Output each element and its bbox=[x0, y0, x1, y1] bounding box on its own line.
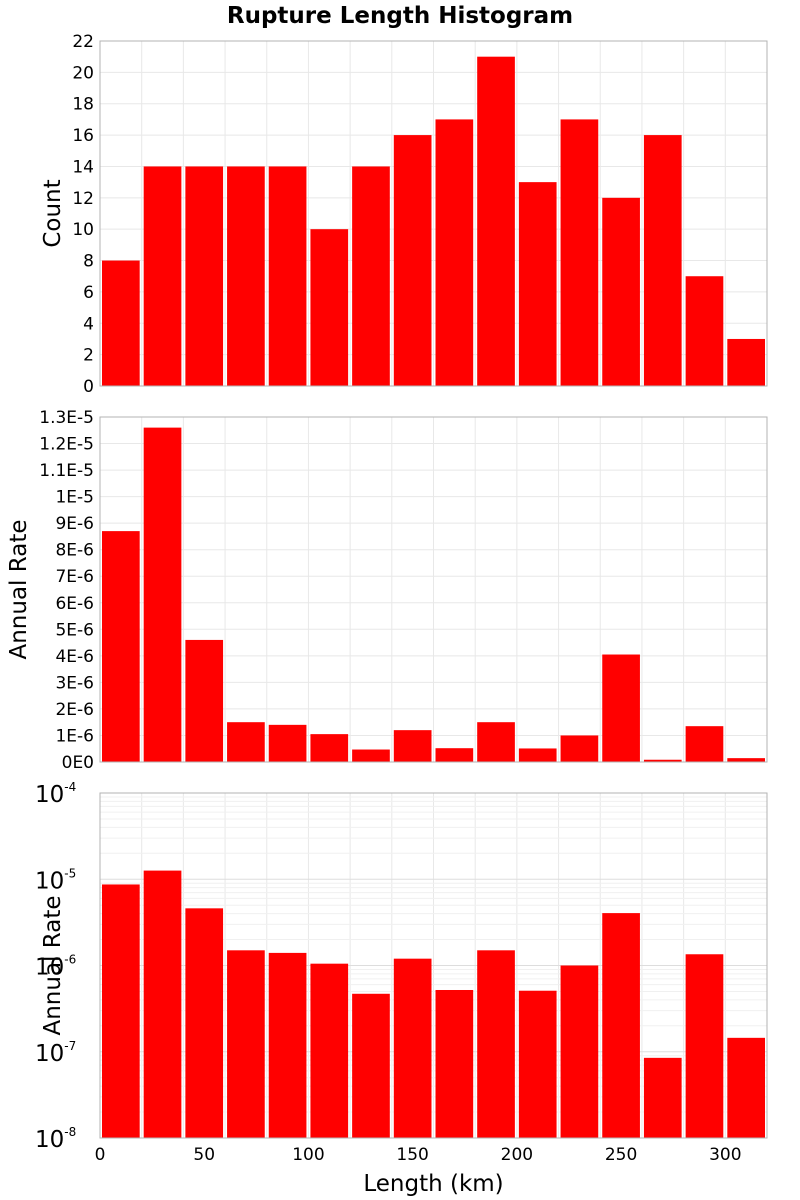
histogram-bar bbox=[685, 954, 724, 1138]
x-axis-label: Length (km) bbox=[363, 1171, 503, 1197]
histogram-bar bbox=[393, 730, 432, 762]
histogram-bar bbox=[185, 639, 224, 762]
x-tick-label: 150 bbox=[396, 1145, 428, 1165]
y-tick-label: 10-4 bbox=[35, 780, 76, 808]
x-tick-label: 0 bbox=[95, 1145, 106, 1165]
histogram-bar bbox=[352, 749, 390, 762]
y-tick-label: 1E-5 bbox=[55, 488, 94, 508]
histogram-bar bbox=[560, 119, 599, 386]
plot-frame bbox=[99, 416, 768, 763]
histogram-bar bbox=[560, 735, 599, 762]
y-tick-label: 10 bbox=[72, 220, 94, 240]
y-tick-exponent: -7 bbox=[64, 1039, 76, 1053]
histogram-bar bbox=[435, 989, 474, 1138]
histogram-bar bbox=[727, 1037, 765, 1138]
y-tick-label: 10-5 bbox=[35, 866, 76, 894]
y-tick-label: 3E-6 bbox=[55, 673, 94, 693]
histogram-bar bbox=[143, 166, 182, 386]
y-tick-label: 8 bbox=[83, 252, 94, 272]
y-tick-label: 9E-6 bbox=[55, 514, 94, 534]
histogram-bar bbox=[268, 166, 307, 386]
histogram-bar bbox=[685, 726, 724, 762]
y-tick-label: 12 bbox=[72, 189, 94, 209]
y-tick-label: 6E-6 bbox=[55, 594, 94, 614]
y-tick-label: 20 bbox=[72, 63, 94, 83]
histogram-bar bbox=[102, 260, 140, 386]
x-tick-label: 100 bbox=[292, 1145, 324, 1165]
histogram-bar bbox=[268, 952, 307, 1138]
histogram-bar bbox=[477, 950, 515, 1138]
y-tick-label: 1.2E-5 bbox=[39, 435, 94, 455]
y-tick-label: 1E-6 bbox=[55, 726, 94, 746]
histogram-bar bbox=[435, 119, 474, 386]
y-axis-label: Count bbox=[40, 179, 66, 247]
y-tick-label: 0E0 bbox=[62, 753, 94, 773]
histogram-bar bbox=[435, 748, 474, 762]
plot-frame bbox=[99, 792, 768, 1139]
y-tick-label: 1.3E-5 bbox=[39, 408, 94, 428]
histogram-bar bbox=[143, 870, 182, 1138]
y-tick-label: 7E-6 bbox=[55, 567, 94, 587]
x-tick-label: 250 bbox=[605, 1145, 637, 1165]
histogram-bar bbox=[393, 958, 432, 1138]
histogram-bar bbox=[227, 722, 265, 762]
histogram-bar bbox=[227, 950, 265, 1138]
y-tick-exponent: -5 bbox=[64, 866, 76, 880]
y-tick-label: 16 bbox=[72, 126, 94, 146]
x-tick-label: 200 bbox=[501, 1145, 533, 1165]
histogram-bar bbox=[643, 1057, 682, 1138]
y-axis-label: Annual Rate bbox=[6, 520, 32, 660]
y-tick-exponent: -6 bbox=[64, 953, 76, 967]
histogram-bar bbox=[727, 338, 765, 386]
histogram-bar bbox=[310, 734, 349, 762]
y-axis-label: Annual Rate bbox=[40, 896, 66, 1036]
histogram-bar bbox=[352, 993, 390, 1138]
y-tick-label: 22 bbox=[72, 32, 94, 52]
y-tick-label: 10-8 bbox=[35, 1125, 76, 1153]
y-tick-label: 14 bbox=[72, 157, 94, 177]
histogram-bar bbox=[102, 884, 140, 1138]
histogram-bar bbox=[643, 759, 682, 762]
histogram-bar bbox=[602, 654, 640, 762]
histogram-bar bbox=[518, 182, 557, 386]
y-tick-label: 6 bbox=[83, 283, 94, 303]
chart-title: Rupture Length Histogram bbox=[227, 3, 573, 29]
y-tick-label: 18 bbox=[72, 95, 94, 115]
histogram-bar bbox=[518, 748, 557, 762]
histogram-bar bbox=[102, 531, 140, 762]
y-tick-exponent: -8 bbox=[64, 1125, 76, 1139]
y-tick-label: 5E-6 bbox=[55, 620, 94, 640]
histogram-bar bbox=[227, 166, 265, 386]
y-tick-exponent: -4 bbox=[64, 780, 76, 794]
y-tick-label: 2E-6 bbox=[55, 700, 94, 720]
histogram-bar bbox=[602, 197, 640, 386]
x-tick-label: 50 bbox=[193, 1145, 215, 1165]
y-tick-label: 4 bbox=[83, 314, 94, 334]
y-tick-label: 1.1E-5 bbox=[39, 461, 94, 481]
y-tick-label: 0 bbox=[83, 377, 94, 397]
histogram-bar bbox=[560, 965, 599, 1138]
y-tick-label: 10-7 bbox=[35, 1039, 76, 1067]
histogram-bar bbox=[477, 56, 515, 386]
histogram-bar bbox=[685, 276, 724, 386]
plot-frame bbox=[99, 40, 768, 387]
histogram-bar bbox=[393, 135, 432, 386]
histogram-bar bbox=[185, 908, 224, 1138]
histogram-bar bbox=[352, 166, 390, 386]
y-tick-label: 4E-6 bbox=[55, 647, 94, 667]
y-tick-label: 2 bbox=[83, 346, 94, 366]
histogram-bar bbox=[143, 427, 182, 762]
histogram-bar bbox=[310, 229, 349, 386]
histogram-bar bbox=[185, 166, 224, 386]
histogram-bar bbox=[643, 135, 682, 386]
histogram-bar bbox=[477, 722, 515, 762]
y-tick-label: 8E-6 bbox=[55, 541, 94, 561]
histogram-bar bbox=[518, 990, 557, 1138]
histogram-bar bbox=[268, 724, 307, 762]
x-tick-label: 300 bbox=[709, 1145, 741, 1165]
histogram-bar bbox=[310, 963, 349, 1138]
histogram-bar bbox=[602, 913, 640, 1138]
histogram-bar bbox=[727, 758, 765, 762]
